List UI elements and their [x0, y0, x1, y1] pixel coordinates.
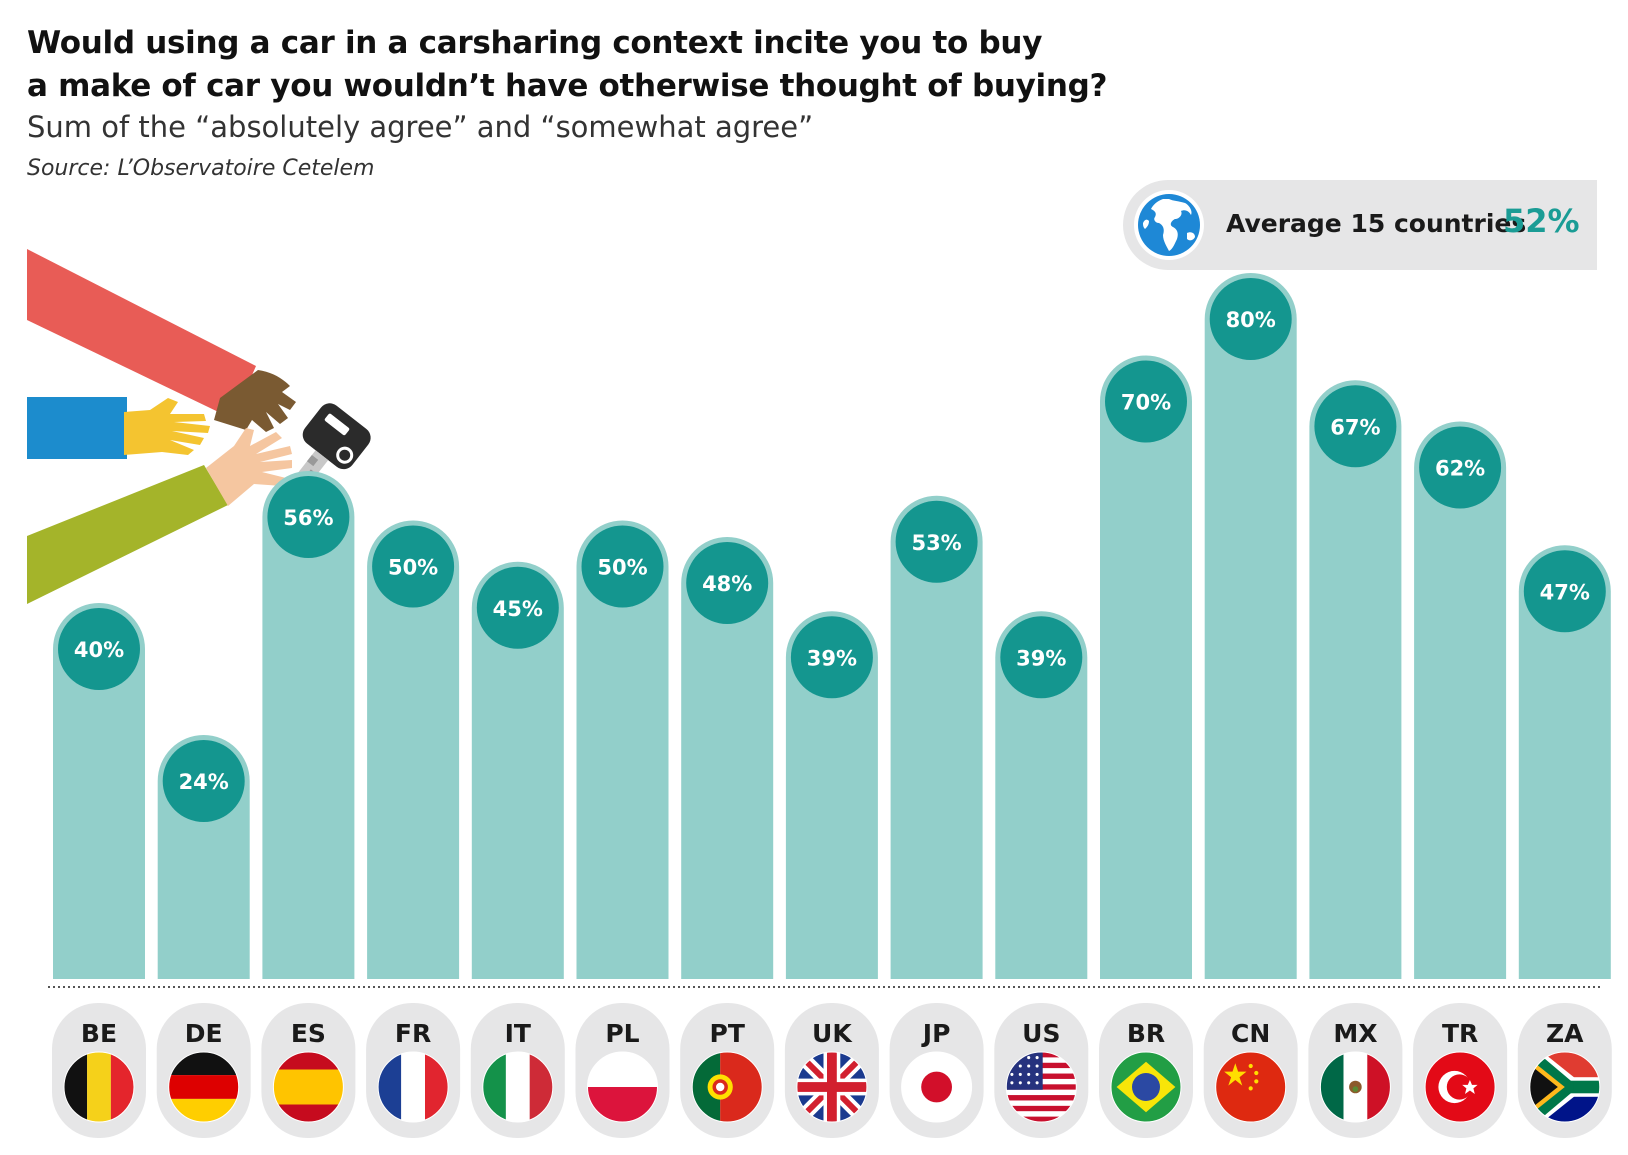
- value-badge: [581, 525, 664, 608]
- value-label: 56%: [283, 506, 333, 530]
- category-label: DE: [185, 1019, 223, 1048]
- bar-fr: [367, 520, 460, 979]
- value-label: 24%: [179, 770, 229, 794]
- value-badge: [267, 476, 350, 558]
- value-label: 62%: [1435, 457, 1485, 481]
- value-badge: [895, 500, 978, 583]
- category-label: MX: [1333, 1019, 1377, 1048]
- flag-tr-icon: [1424, 1051, 1496, 1123]
- category-label: CN: [1231, 1019, 1270, 1048]
- value-badge: [476, 566, 559, 649]
- category-label: ZA: [1546, 1019, 1584, 1048]
- value-badge: [58, 608, 140, 690]
- bar-uk: [785, 611, 878, 979]
- chart-title: Would using a car in a carsharing contex…: [27, 22, 1127, 108]
- average-label: Average 15 countries: [1226, 209, 1527, 238]
- flag-za-icon: [1529, 1051, 1601, 1123]
- bar-pt: [681, 537, 774, 979]
- value-badge: [372, 525, 455, 608]
- value-label: 50%: [388, 556, 438, 580]
- flag-be-icon: [63, 1051, 135, 1123]
- flag-jp-icon: [901, 1051, 973, 1123]
- value-label: 45%: [493, 597, 543, 621]
- value-label: 50%: [597, 556, 647, 580]
- category-label: TR: [1442, 1019, 1478, 1048]
- value-badge: [1419, 426, 1502, 509]
- bar-us: [995, 611, 1088, 979]
- category-label: UK: [812, 1019, 853, 1048]
- value-badge: [790, 616, 873, 699]
- flag-uk-icon: [796, 1051, 868, 1123]
- value-label: 40%: [74, 638, 124, 662]
- value-label: 39%: [807, 646, 857, 670]
- value-badge: [686, 542, 769, 624]
- flag-es-icon: [272, 1051, 344, 1123]
- hands-reaching-car-key-icon: [27, 249, 371, 604]
- category-label: PL: [605, 1019, 639, 1048]
- bar-cn: [1204, 273, 1297, 979]
- category-label: FR: [395, 1019, 431, 1048]
- value-label: 39%: [1016, 646, 1066, 670]
- flag-it-icon: [482, 1051, 554, 1123]
- bar-it: [471, 561, 564, 979]
- value-label: 70%: [1121, 391, 1171, 415]
- category-label: BE: [81, 1019, 117, 1048]
- bar-es: [262, 471, 355, 979]
- bar-br: [1100, 355, 1192, 979]
- flag-mx-icon: [1319, 1051, 1391, 1123]
- value-badge: [1000, 616, 1083, 699]
- value-label: 48%: [702, 572, 752, 596]
- bar-pl: [576, 520, 669, 979]
- category-label: IT: [505, 1019, 531, 1048]
- flag-br-icon: [1110, 1051, 1182, 1123]
- bar-mx: [1309, 380, 1402, 980]
- title-line-2: a make of car you wouldn’t have otherwis…: [27, 68, 1108, 104]
- category-label: ES: [291, 1019, 326, 1048]
- value-label: 47%: [1540, 580, 1590, 604]
- flag-pt-icon: [691, 1051, 763, 1123]
- category-label: JP: [921, 1019, 951, 1048]
- globe-icon: [1134, 190, 1204, 260]
- bar-jp: [890, 495, 983, 979]
- bar-za: [1518, 545, 1611, 979]
- average-value: 52%: [1503, 202, 1580, 240]
- flag-cn-icon: [1215, 1051, 1287, 1123]
- value-label: 67%: [1330, 415, 1380, 439]
- value-badge: [1523, 550, 1606, 633]
- value-label: 80%: [1226, 308, 1276, 332]
- flag-pl-icon: [587, 1051, 658, 1123]
- category-label: PT: [710, 1019, 745, 1048]
- value-badge: [162, 740, 245, 822]
- value-label: 53%: [911, 531, 961, 555]
- bar-be: [53, 603, 145, 979]
- title-line-1: Would using a car in a carsharing contex…: [27, 25, 1043, 61]
- flag-us-icon: [1005, 1051, 1077, 1123]
- flag-de-icon: [168, 1051, 240, 1123]
- chart-subtitle: Sum of the “absolutely agree” and “somew…: [27, 110, 814, 144]
- value-badge: [1209, 278, 1292, 360]
- category-label: US: [1022, 1019, 1060, 1048]
- flag-fr-icon: [377, 1051, 449, 1123]
- average-box: Average 15 countries 52%: [1123, 180, 1597, 270]
- value-badge: [1314, 385, 1397, 468]
- bar-tr: [1414, 421, 1507, 980]
- value-badge: [1105, 360, 1187, 443]
- category-label: BR: [1127, 1019, 1165, 1048]
- chart-source: Source: L’Observatoire Cetelem: [27, 156, 375, 181]
